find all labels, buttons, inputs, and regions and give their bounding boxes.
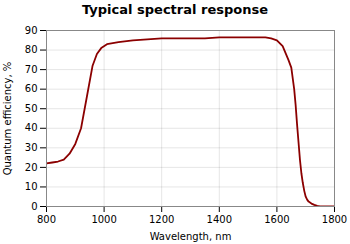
svg-text:1600: 1600 [264,214,289,225]
svg-text:30: 30 [25,142,38,153]
svg-text:800: 800 [37,214,56,225]
html-text:Typical spectral response: Typical spectral response [82,2,268,17]
svg-text:60: 60 [25,83,38,94]
svg-text:0: 0 [31,201,37,212]
svg-text:70: 70 [25,64,38,75]
svg-text:1800: 1800 [322,214,347,225]
svg-text:Wavelength, nm: Wavelength, nm [150,231,232,242]
svg-text:50: 50 [25,103,38,114]
svg-text:90: 90 [25,25,38,36]
svg-text:Quantum efficiency, %: Quantum efficiency, % [2,62,13,176]
svg-text:1000: 1000 [91,214,116,225]
svg-text:20: 20 [25,162,38,173]
svg-text:1200: 1200 [149,214,174,225]
svg-text:10: 10 [25,181,38,192]
svg-text:80: 80 [25,44,38,55]
svg-text:40: 40 [25,122,38,133]
svg-text:1400: 1400 [207,214,232,225]
